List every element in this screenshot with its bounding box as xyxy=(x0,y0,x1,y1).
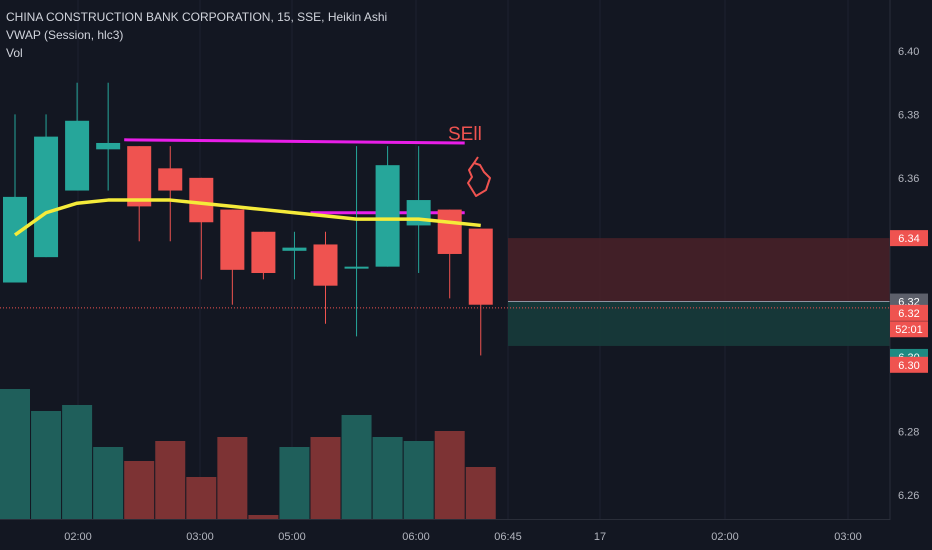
price-label-text: 52:01 xyxy=(895,324,923,336)
candles[interactable] xyxy=(3,82,493,356)
candle-body xyxy=(3,196,27,283)
volume-bar xyxy=(465,467,496,519)
time-tick-label: 03:00 xyxy=(834,531,862,543)
price-label-text: 6.34 xyxy=(898,233,919,245)
volume-bar xyxy=(62,405,93,519)
annotation-group[interactable]: SEll xyxy=(448,124,491,197)
volume-bar xyxy=(310,437,341,519)
price-tick-label: 6.38 xyxy=(898,109,919,121)
candle-body xyxy=(96,142,121,150)
candle-body xyxy=(251,231,276,273)
price-tick-label: 6.26 xyxy=(898,490,919,502)
resistance-line xyxy=(124,138,465,145)
time-axis-ticks: 02:00 03:00 05:00 06:00 06:45 17 02:00 03:00 xyxy=(64,531,862,543)
symbol-title[interactable]: CHINA CONSTRUCTION BANK CORPORATION, 15,… xyxy=(6,10,388,24)
candle-body xyxy=(189,177,214,223)
time-tick-label: 06:45 xyxy=(494,531,522,543)
volume-indicator-label[interactable]: Vol xyxy=(6,46,23,60)
volume-bar xyxy=(0,389,30,519)
volume-bar xyxy=(434,431,465,519)
time-tick-label: 02:00 xyxy=(711,531,739,543)
volume-bars xyxy=(0,389,496,519)
volume-bar xyxy=(186,477,217,519)
vwap-indicator-label[interactable]: VWAP (Session, hlc3) xyxy=(6,28,124,42)
time-tick-label: 03:00 xyxy=(186,531,214,543)
position-box[interactable] xyxy=(508,238,890,346)
time-tick-label: 02:00 xyxy=(64,531,92,543)
chart-legend: CHINA CONSTRUCTION BANK CORPORATION, 15,… xyxy=(6,8,387,62)
candle-body xyxy=(220,209,245,270)
volume-bar xyxy=(279,447,310,519)
vwap-line xyxy=(13,198,481,237)
candle-body xyxy=(344,266,369,269)
sell-annotation[interactable]: SEll xyxy=(448,124,482,145)
price-label-bg xyxy=(890,304,928,321)
price-tick-label: 6.36 xyxy=(898,173,919,185)
time-tick-label: 17 xyxy=(594,531,606,543)
price-axis-panel[interactable] xyxy=(890,0,932,520)
volume-bar xyxy=(217,437,248,519)
candle-body xyxy=(158,168,183,191)
volume-bar xyxy=(155,441,186,519)
hand-pointer-icon xyxy=(467,156,491,197)
price-label-bg xyxy=(890,356,928,373)
candle-body xyxy=(313,244,338,286)
price-label-bg xyxy=(890,230,928,247)
volume-bar xyxy=(341,415,372,519)
price-tick-label: 6.28 xyxy=(898,427,919,439)
price-label-text: 6.30 xyxy=(898,360,919,372)
candle-body xyxy=(468,228,493,305)
price-label-text: 6.32 xyxy=(898,308,919,320)
volume-bar xyxy=(403,441,434,519)
time-tick-label: 06:00 xyxy=(402,531,430,543)
price-label-bg xyxy=(890,321,928,338)
candle-body xyxy=(65,120,90,191)
position-risk-zone xyxy=(508,238,890,302)
candle-body xyxy=(437,209,462,254)
price-tick-label: 6.40 xyxy=(898,46,919,58)
volume-bar xyxy=(124,461,155,519)
time-tick-label: 05:00 xyxy=(278,531,306,543)
volume-bar xyxy=(93,447,124,519)
candle-body xyxy=(127,146,152,207)
candle-body xyxy=(375,165,400,267)
volume-bar xyxy=(372,437,403,519)
candle-body xyxy=(34,136,59,258)
position-reward-zone xyxy=(508,301,890,346)
volume-bar xyxy=(31,411,62,519)
volume-bar xyxy=(248,515,279,519)
candle-body xyxy=(282,247,307,251)
